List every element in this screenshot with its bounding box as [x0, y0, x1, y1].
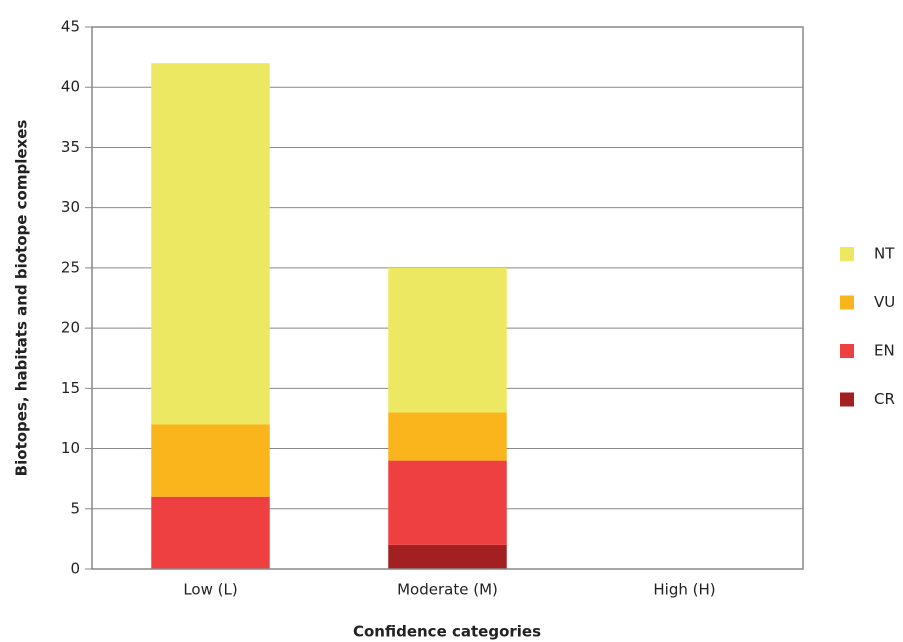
- plot-border: [91, 26, 804, 570]
- legend-label: NT: [874, 245, 895, 263]
- x-tick-label: Moderate (M): [397, 581, 498, 599]
- y-tick-label: 15: [61, 379, 80, 397]
- bar-segment: [388, 460, 507, 545]
- bar-segment: [388, 267, 507, 413]
- y-tick-label: 10: [61, 439, 80, 457]
- x-tick-label: Low (L): [183, 581, 237, 599]
- y-axis-title: Biotopes, habitats and biotope complexes: [13, 120, 31, 477]
- legend-swatch: [840, 295, 854, 310]
- legend-swatch: [840, 247, 854, 261]
- legend-label: VU: [874, 293, 895, 311]
- x-axis-title: Confidence categories: [353, 623, 541, 641]
- bar-segment: [151, 63, 270, 425]
- x-tick-label: High (H): [653, 581, 715, 599]
- y-tick-label: 35: [61, 138, 80, 156]
- legend-swatch: [840, 392, 854, 407]
- legend-swatch: [840, 344, 854, 358]
- y-tick-label: 40: [61, 78, 80, 96]
- legend-label: EN: [874, 342, 895, 360]
- y-tick-label: 20: [61, 319, 80, 337]
- y-tick-label: 45: [61, 18, 80, 36]
- y-tick-label: 0: [70, 560, 80, 578]
- legend-label: CR: [874, 390, 895, 408]
- y-tick-label: 5: [70, 499, 80, 517]
- y-tick-label: 25: [61, 258, 80, 276]
- bar-segment: [388, 544, 507, 569]
- bar-segment: [151, 424, 270, 497]
- bar-segment: [388, 412, 507, 461]
- y-tick-label: 30: [61, 198, 80, 216]
- bar-segment: [151, 496, 270, 569]
